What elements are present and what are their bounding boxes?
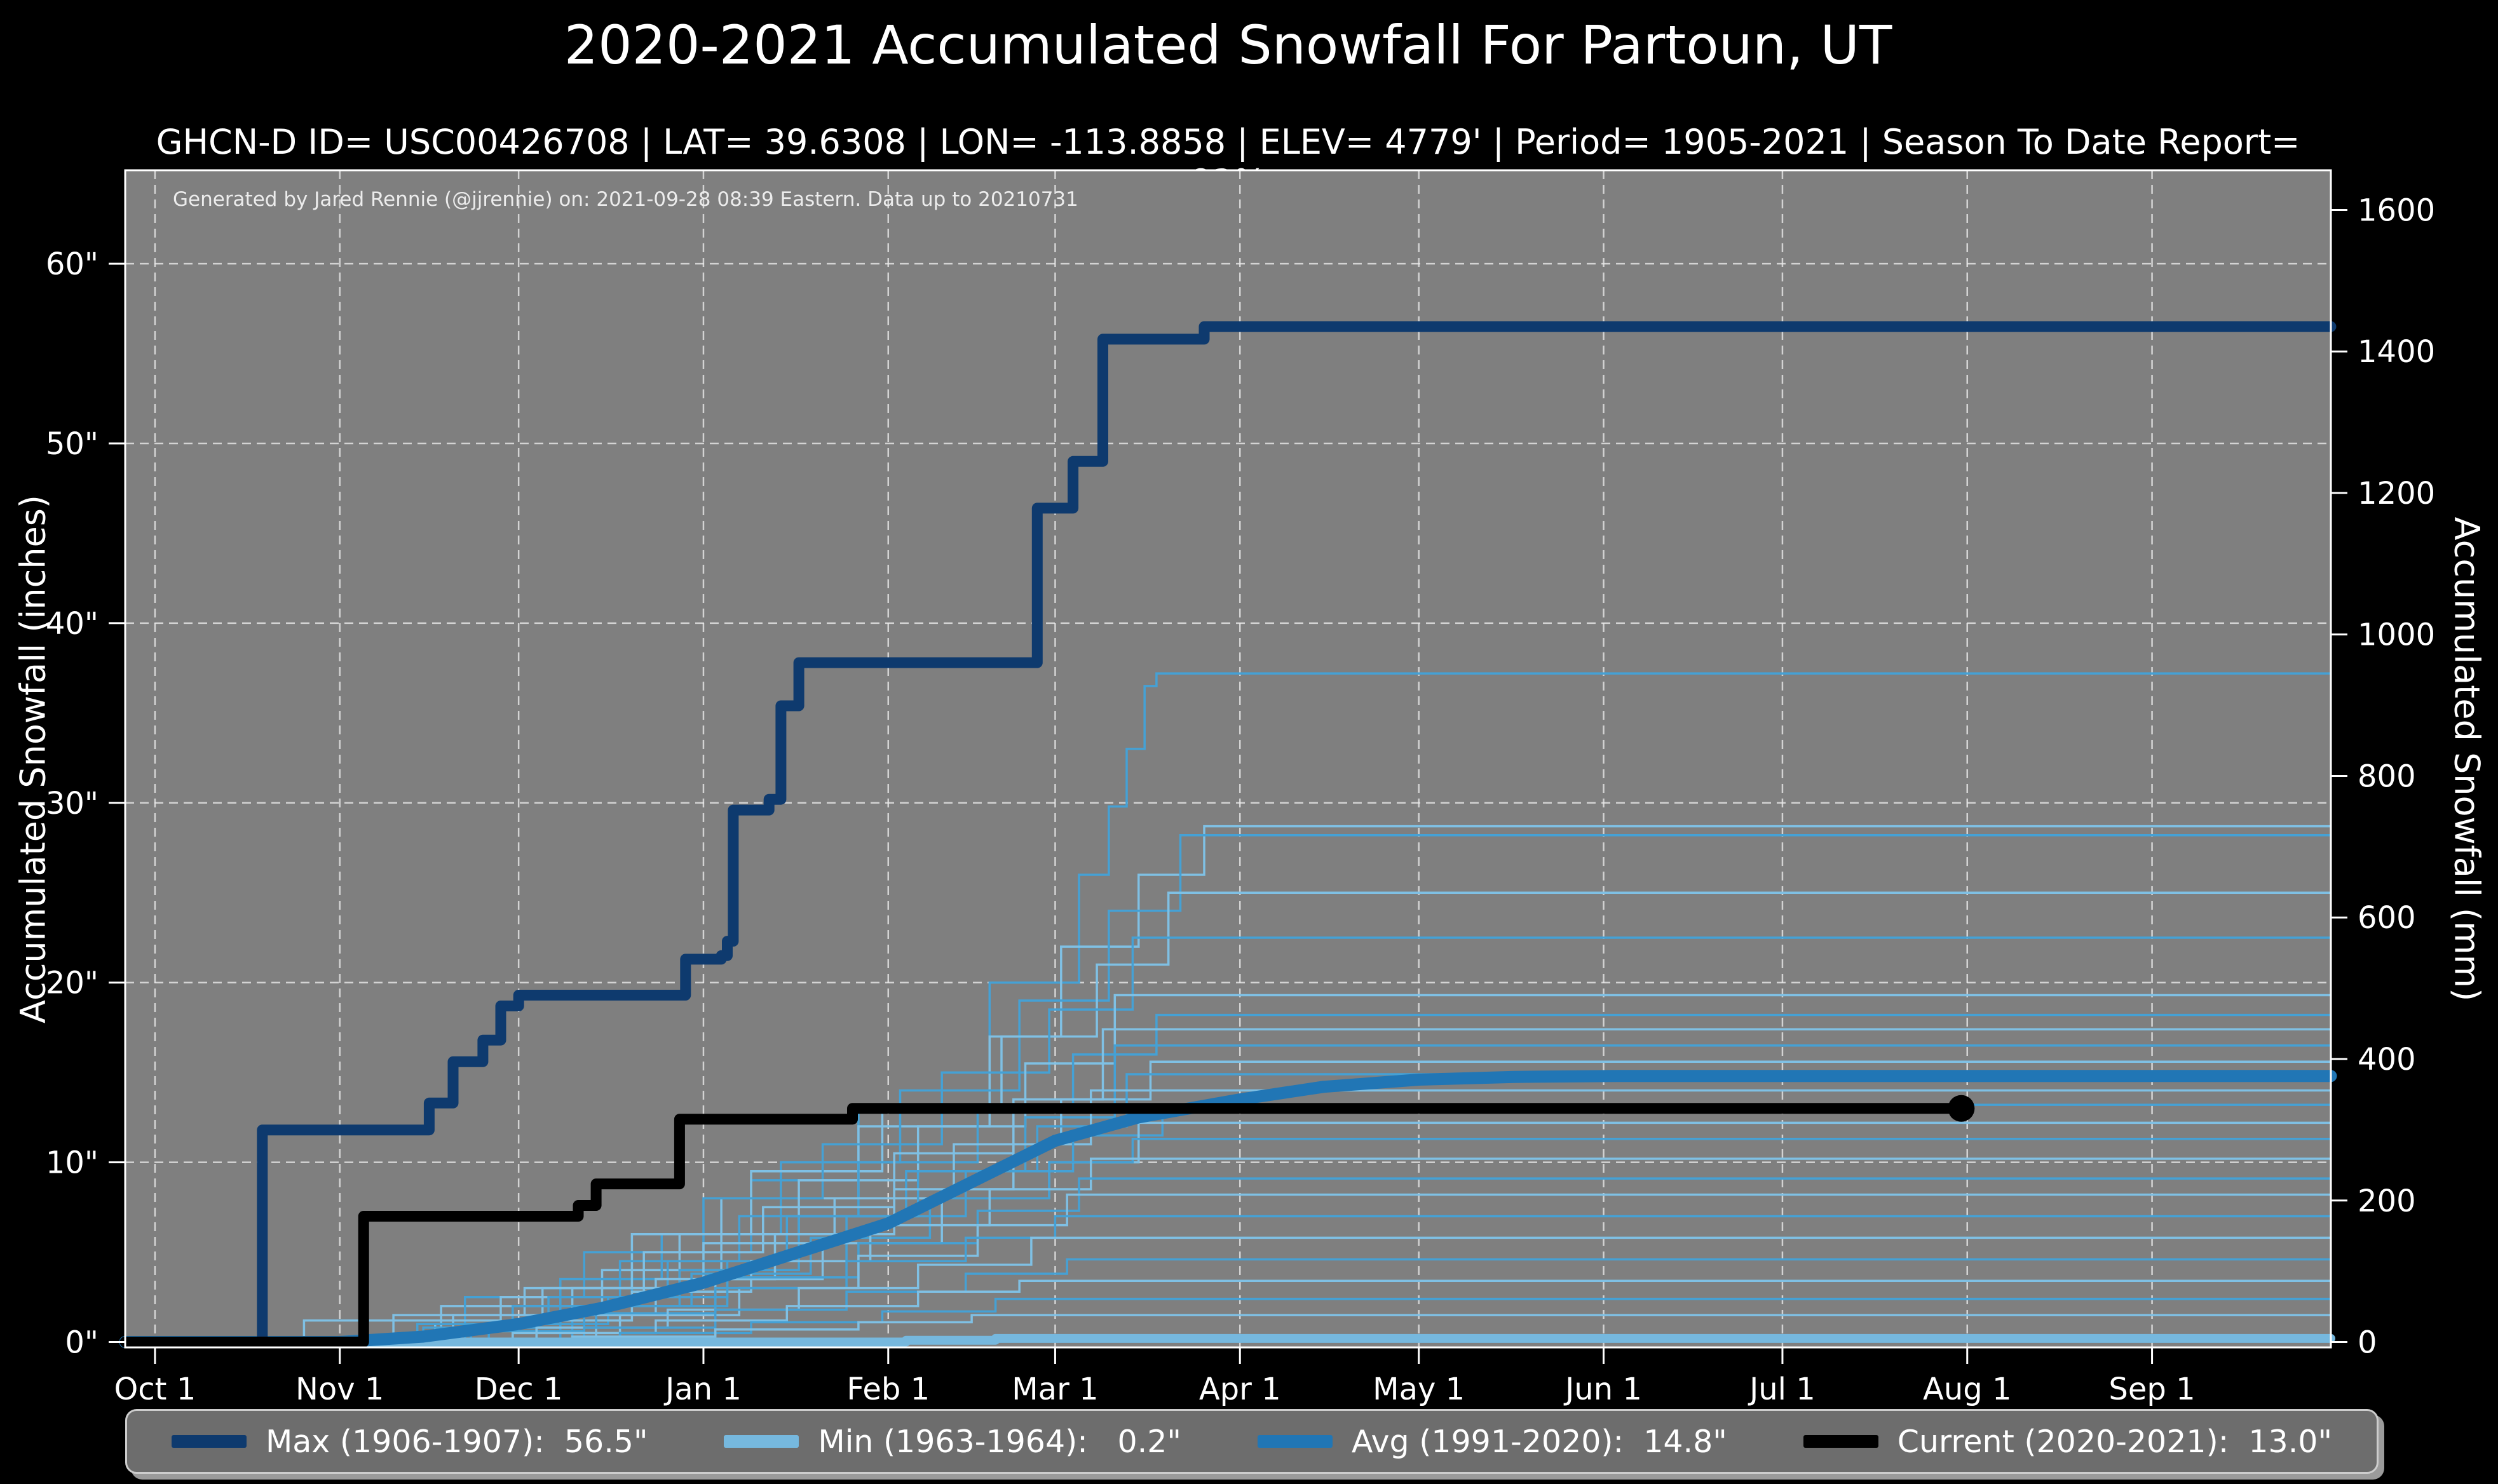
right-y-tick-label: 1000 bbox=[2358, 617, 2435, 653]
left-y-tick-label: 0" bbox=[65, 1325, 98, 1361]
right-y-tick-label: 600 bbox=[2358, 900, 2416, 936]
x-tick-label: May 1 bbox=[1373, 1372, 1465, 1407]
plot-background bbox=[125, 170, 2331, 1347]
left-y-tick-label: 60" bbox=[46, 246, 98, 282]
series-line-max bbox=[119, 321, 2337, 1347]
min-line-swatch bbox=[724, 1435, 799, 1448]
x-tick-label: Apr 1 bbox=[1199, 1372, 1281, 1407]
historical-season-line bbox=[125, 825, 2331, 1344]
x-tick-label: Jul 1 bbox=[1748, 1372, 1816, 1407]
x-tick-label: Dec 1 bbox=[475, 1372, 563, 1407]
left-y-tick-label: 30" bbox=[46, 786, 98, 821]
legend: Max (1906-1907): 56.5" Min (1963-1964): … bbox=[125, 1409, 2379, 1474]
x-tick-label: Aug 1 bbox=[1923, 1372, 2012, 1407]
left-y-tick-label: 40" bbox=[46, 606, 98, 642]
legend-label-max: Max (1906-1907): 56.5" bbox=[266, 1423, 648, 1460]
right-y-tick-label: 400 bbox=[2358, 1042, 2416, 1077]
avg-line-swatch bbox=[1257, 1435, 1333, 1448]
right-y-tick-label: 1200 bbox=[2358, 476, 2435, 511]
current-line-swatch bbox=[1803, 1435, 1878, 1448]
legend-label-current: Current (2020-2021): 13.0" bbox=[1897, 1423, 2332, 1460]
x-tick-label: Jun 1 bbox=[1563, 1372, 1642, 1407]
generated-by-annotation: Generated by Jared Rennie (@jjrennie) on… bbox=[173, 188, 1078, 211]
page-title: 2020-2021 Accumulated Snowfall For Parto… bbox=[564, 14, 1892, 76]
x-tick-label: Sep 1 bbox=[2108, 1372, 2195, 1407]
right-y-tick-label: 1600 bbox=[2358, 192, 2435, 228]
series-line-avg bbox=[119, 1070, 2337, 1348]
right-axis-label: Accumulated Snowfall (mm) bbox=[2447, 516, 2487, 1002]
left-axis-label: Accumulated Snowfall (inches) bbox=[13, 495, 53, 1023]
right-y-tick-label: 1400 bbox=[2358, 334, 2435, 370]
right-y-tick-label: 800 bbox=[2358, 759, 2416, 794]
max-line-swatch bbox=[172, 1435, 247, 1448]
left-y-tick-label: 10" bbox=[46, 1145, 98, 1181]
series-line-min bbox=[121, 1333, 2335, 1347]
historical-season-line bbox=[125, 891, 2331, 1344]
station-metadata-subtitle: GHCN-D ID= USC00426708 | LAT= 39.6308 | … bbox=[156, 122, 2300, 202]
x-tick-label: Mar 1 bbox=[1012, 1372, 1098, 1407]
x-tick-label: Oct 1 bbox=[114, 1372, 196, 1407]
right-y-tick-label: 200 bbox=[2358, 1184, 2416, 1219]
plot-spine bbox=[124, 169, 2332, 1349]
legend-item-max: Max (1906-1907): 56.5" bbox=[172, 1424, 648, 1460]
left-y-tick-label: 50" bbox=[46, 426, 98, 462]
historical-season-line bbox=[125, 1028, 2331, 1344]
current-season-end-marker bbox=[1948, 1095, 1975, 1122]
legend-item-min: Min (1963-1964): 0.2" bbox=[724, 1424, 1181, 1460]
x-tick-label: Jan 1 bbox=[663, 1372, 742, 1407]
series-line-current bbox=[119, 1103, 1967, 1347]
historical-season-line bbox=[125, 936, 2331, 1344]
x-tick-label: Feb 1 bbox=[846, 1372, 930, 1407]
x-tick-label: Nov 1 bbox=[295, 1372, 384, 1407]
legend-item-avg: Avg (1991-2020): 14.8" bbox=[1257, 1423, 1727, 1460]
left-y-tick-label: 20" bbox=[46, 966, 98, 1001]
legend-label-min: Min (1963-1964): 0.2" bbox=[818, 1423, 1181, 1460]
legend-item-current: Current (2020-2021): 13.0" bbox=[1803, 1424, 2332, 1460]
right-y-tick-label: 0 bbox=[2358, 1325, 2377, 1361]
legend-label-avg: Avg (1991-2020): 14.8" bbox=[1351, 1423, 1727, 1460]
